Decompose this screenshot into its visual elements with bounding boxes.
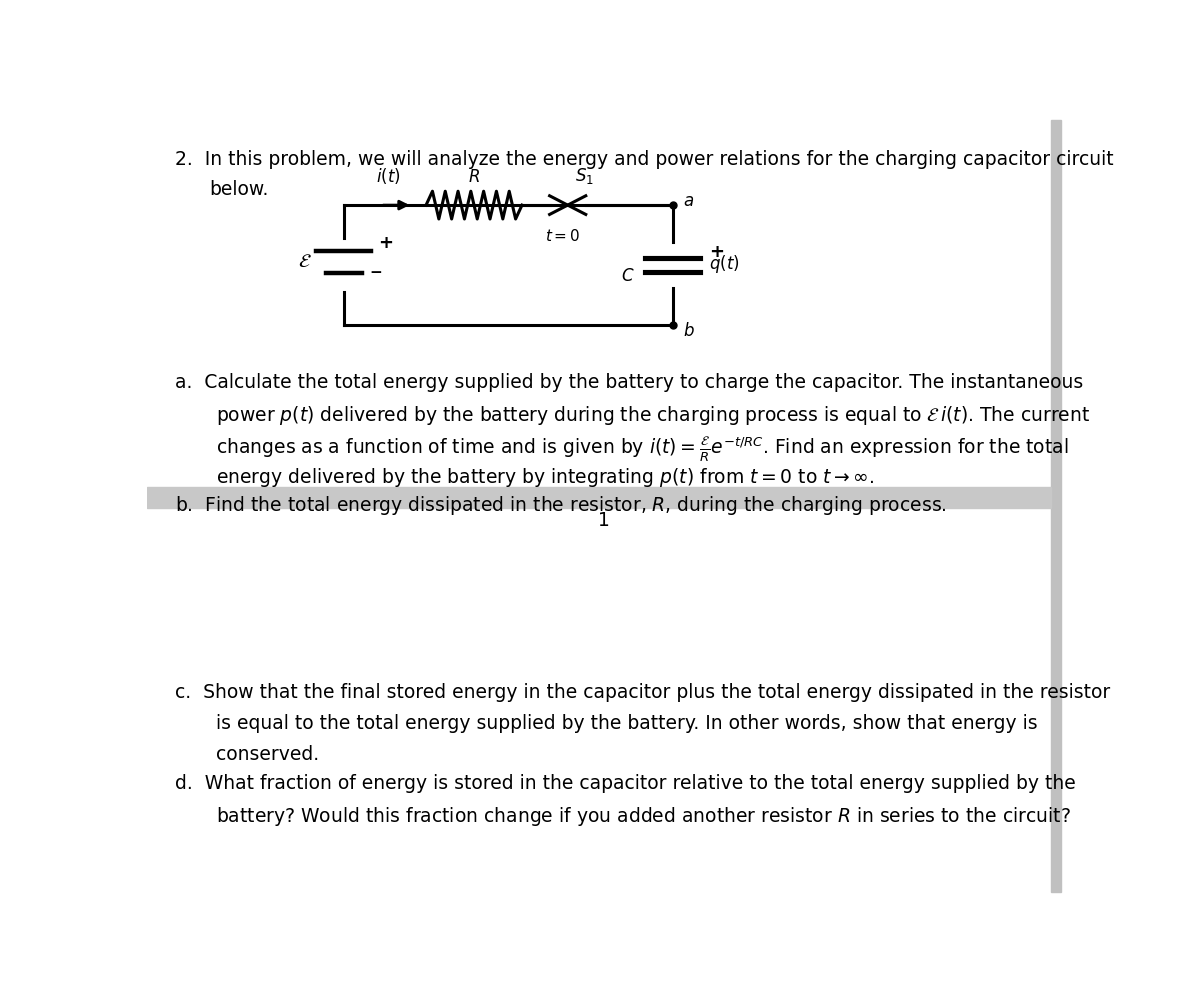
Text: $i(t)$: $i(t)$ [376,165,401,185]
Text: a: a [684,192,694,210]
Text: power $p(t)$ delivered by the battery during the charging process is equal to $\: power $p(t)$ delivered by the battery du… [216,404,1091,427]
Text: a.  Calculate the total energy supplied by the battery to charge the capacitor. : a. Calculate the total energy supplied b… [174,374,1084,393]
Text: $q(t)$: $q(t)$ [710,254,740,276]
Text: c.  Show that the final stored energy in the capacitor plus the total energy dis: c. Show that the final stored energy in … [174,683,1111,702]
Bar [1050,120,1061,892]
Text: d.  What fraction of energy is stored in the capacitor relative to the total ene: d. What fraction of energy is stored in … [174,774,1075,793]
Text: $R$: $R$ [468,167,480,185]
Text: below.: below. [210,180,269,199]
Text: b.  Find the total energy dissipated in the resistor, $R$, during the charging p: b. Find the total energy dissipated in t… [174,494,947,517]
Text: is equal to the total energy supplied by the battery. In other words, show that : is equal to the total energy supplied by… [216,714,1038,733]
Text: changes as a function of time and is given by $i(t) = \frac{\mathcal{E}}{R}e^{-t: changes as a function of time and is giv… [216,435,1068,465]
Text: b: b [684,322,694,340]
Bar [147,487,1050,508]
Text: +: + [378,234,394,253]
Text: conserved.: conserved. [216,745,320,765]
Text: $t = 0$: $t = 0$ [546,228,581,244]
Text: 2.  In this problem, we will analyze the energy and power relations for the char: 2. In this problem, we will analyze the … [174,149,1113,168]
Text: $\mathcal{E}$: $\mathcal{E}$ [298,252,311,271]
Text: energy delivered by the battery by integrating $p(t)$ from $t = 0$ to $t \righta: energy delivered by the battery by integ… [216,466,875,489]
Text: −: − [369,266,382,281]
Text: +: + [710,242,724,261]
Text: 1: 1 [598,511,611,530]
Text: battery? Would this fraction change if you added another resistor $R$ in series : battery? Would this fraction change if y… [216,805,1071,828]
Text: $S_1$: $S_1$ [575,165,594,185]
Text: $C$: $C$ [621,268,634,286]
